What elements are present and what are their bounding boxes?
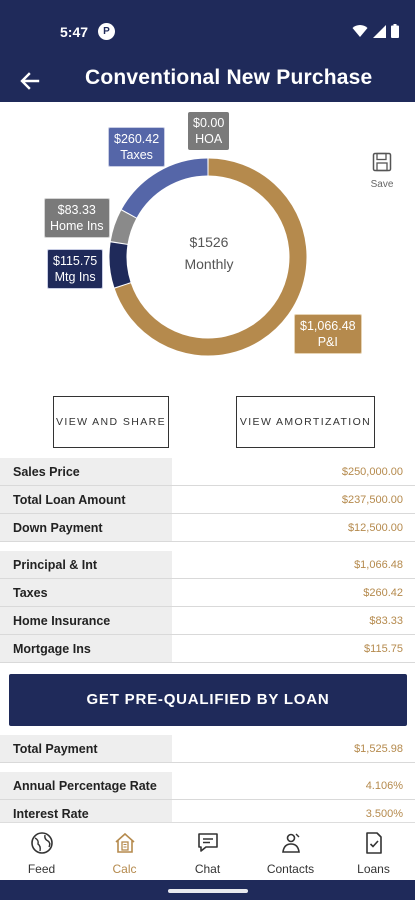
home-indicator[interactable] [168, 889, 248, 893]
nav-item-loans[interactable]: Loans [332, 823, 415, 880]
row-label: Annual Percentage Rate [0, 772, 172, 799]
payment-breakdown-chart: $1526 Monthly $260.42 Taxes $0.00 HOA $8… [0, 102, 415, 392]
row-value: $237,500.00 [341, 493, 403, 506]
nav-item-calc[interactable]: Calc [83, 823, 166, 880]
page-title: Conventional New Purchase [85, 66, 373, 89]
callout-hoa-label: HOA [195, 132, 223, 146]
row-label: Taxes [0, 579, 172, 606]
loan-details-section: Sales Price $250,000.00 Total Loan Amoun… [0, 458, 415, 542]
row-value: 3.500% [365, 807, 403, 820]
nav-item-chat[interactable]: Chat [166, 823, 249, 880]
row-value: 4.106% [365, 779, 403, 792]
callout-taxes: $260.42 Taxes [108, 127, 166, 167]
battery-icon [391, 24, 399, 38]
monthly-total-amount: $1526 [189, 234, 229, 250]
save-label: Save [370, 179, 394, 190]
status-icons [352, 24, 399, 38]
save-button[interactable]: Save [362, 152, 402, 192]
donut-segment-pi [114, 158, 307, 356]
callout-hoa: $0.00 HOA [188, 112, 230, 150]
table-row: Down Payment $12,500.00 [0, 514, 415, 542]
nav-label: Feed [27, 862, 56, 876]
row-value: $250,000.00 [341, 465, 403, 478]
table-row: Annual Percentage Rate 4.106% [0, 772, 415, 800]
globe-icon [30, 832, 53, 854]
nav-label: Chat [194, 862, 221, 876]
get-prequalified-button[interactable]: GET PRE-QUALIFIED BY LOAN [9, 674, 407, 726]
status-time: 5:47 [60, 24, 89, 40]
house-calculator-icon [114, 832, 135, 853]
callout-taxes-label: Taxes [120, 148, 153, 162]
donut-segment-home_ins [110, 210, 137, 245]
table-row: Sales Price $250,000.00 [0, 458, 415, 486]
view-and-share-button[interactable]: VIEW AND SHARE [53, 396, 169, 448]
monthly-total-label: Monthly [184, 256, 234, 272]
row-value: $115.75 [364, 642, 403, 655]
row-label: Home Insurance [0, 607, 172, 634]
row-value: $12,500.00 [347, 521, 403, 534]
row-label: Down Payment [0, 514, 172, 541]
nav-label: Contacts [266, 862, 315, 876]
table-row: Principal & Int $1,066.48 [0, 551, 415, 579]
callout-mtg-ins-label: Mtg Ins [54, 270, 96, 284]
row-label: Total Payment [0, 735, 172, 762]
row-value: $260.42 [363, 586, 403, 599]
notification-badge-icon: P [98, 23, 115, 40]
table-row: Total Loan Amount $237,500.00 [0, 486, 415, 514]
row-label: Principal & Int [0, 551, 172, 578]
callout-home-ins-label: Home Ins [50, 219, 104, 233]
callout-home-ins: $83.33 Home Ins [44, 198, 110, 238]
payment-donut [109, 158, 307, 356]
contacts-icon [281, 833, 300, 853]
table-row: Mortgage Ins $115.75 [0, 635, 415, 663]
callout-pi-label: P&I [317, 335, 338, 349]
table-row: Home Insurance $83.33 [0, 607, 415, 635]
status-bar: 5:47 P [0, 0, 415, 60]
back-arrow-icon [20, 72, 40, 90]
callout-mtg-ins: $115.75 Mtg Ins [47, 249, 104, 289]
callout-pi: $1,066.48 P&I [294, 314, 362, 354]
nav-label: Calc [112, 862, 137, 876]
callout-taxes-amount: $260.42 [114, 132, 160, 146]
row-value: $1,525.98 [354, 742, 403, 755]
row-label: Mortgage Ins [0, 635, 172, 662]
row-label: Sales Price [0, 458, 172, 485]
callout-pi-amount: $1,066.48 [300, 319, 356, 333]
table-row: Total Payment $1,525.98 [0, 735, 415, 763]
nav-label: Loans [357, 862, 390, 876]
row-value: $1,066.48 [354, 558, 403, 571]
bottom-navigation: Feed Calc Chat Contacts Loans [0, 822, 415, 880]
callout-hoa-amount: $0.00 [193, 116, 225, 130]
back-button[interactable] [16, 66, 46, 96]
wifi-icon [352, 25, 368, 37]
chat-icon [197, 833, 218, 852]
donut-segment-mtg_ins [109, 242, 131, 288]
view-amortization-button[interactable]: VIEW AMORTIZATION [236, 396, 375, 448]
callout-home-ins-amount: $83.33 [57, 203, 96, 217]
callout-mtg-ins-amount: $115.75 [53, 254, 98, 268]
rate-section: Annual Percentage Rate 4.106% Interest R… [0, 772, 415, 828]
donut-segment-taxes [121, 158, 208, 218]
table-row: Taxes $260.42 [0, 579, 415, 607]
signal-icon [373, 24, 386, 38]
document-check-icon [365, 832, 382, 854]
app-bar: Conventional New Purchase [0, 60, 415, 102]
nav-item-feed[interactable]: Feed [0, 823, 83, 880]
row-value: $83.33 [369, 614, 403, 627]
nav-item-contacts[interactable]: Contacts [249, 823, 332, 880]
save-icon [372, 152, 392, 172]
total-section: Total Payment $1,525.98 [0, 735, 415, 763]
row-label: Total Loan Amount [0, 486, 172, 513]
payment-details-section: Principal & Int $1,066.48 Taxes $260.42 … [0, 551, 415, 663]
system-gesture-bar [0, 880, 415, 900]
